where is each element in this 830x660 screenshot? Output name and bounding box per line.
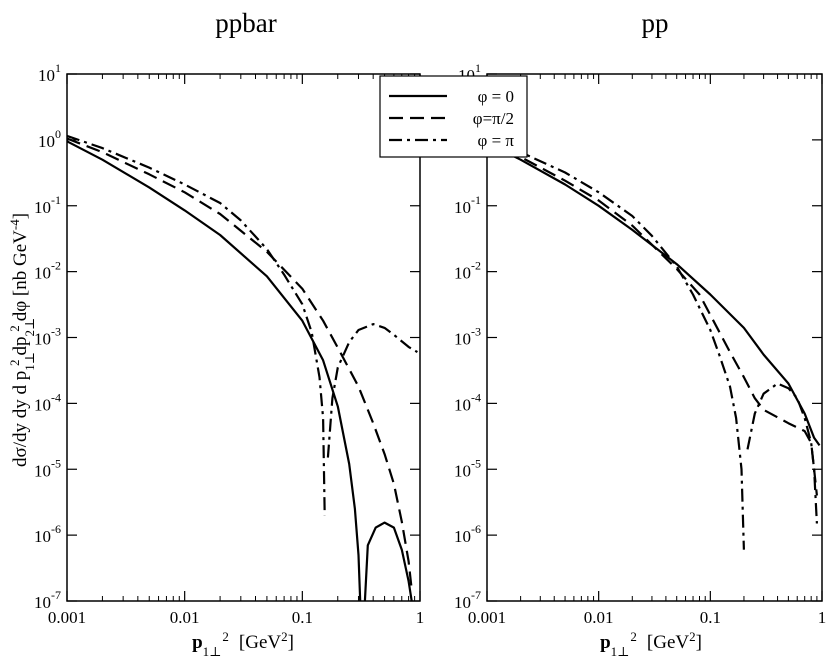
panel-title: ppbar (215, 8, 276, 38)
tick-layer: 0.001 0.01 0.1 1 101 100 10-1 10-2 10-3 10-4 10-5 1… (34, 61, 424, 627)
panel-ppbar: ppbar 0.001 0.01 0.1 1 101 100 10-1 10-2 10-3 10-… (34, 8, 424, 659)
plot-frame (66, 73, 421, 602)
y-tick-label: 10-2 (454, 259, 481, 283)
series-line-dashed (67, 137, 413, 590)
series-line-dashdot (487, 136, 745, 550)
y-tick-label: 10-4 (34, 390, 61, 414)
y-tick-label: 10-6 (454, 522, 481, 546)
legend-label: φ = π (478, 131, 515, 150)
y-tick-label: 10-1 (34, 193, 61, 217)
y-axis-label: dσ/dy dy d p1⊥2dp2⊥2dφ [nb GeV-4] (7, 213, 37, 467)
y-tick-label: 10-7 (34, 588, 61, 612)
series-line-solid (363, 521, 413, 601)
x-tick-label: 0.1 (292, 608, 313, 627)
x-tick-label: 0.001 (468, 608, 506, 627)
curve-layer (67, 134, 418, 601)
x-tick-label: 0.1 (700, 608, 721, 627)
panel-pp: pp 0.0010.010.1110110010-110-210-310-410… (454, 8, 826, 659)
curve-layer (487, 136, 821, 550)
y-tick-label: 10-3 (34, 325, 61, 349)
y-tick-label: 10-2 (34, 259, 61, 283)
series-line-dashdot (746, 382, 818, 524)
legend: φ = 0 φ=π/2 φ = π (379, 75, 528, 158)
plot-frame (486, 73, 823, 602)
panel-title: pp (642, 8, 669, 38)
y-tick-label: 10-7 (454, 588, 481, 612)
y-tick-label: 101 (38, 61, 61, 85)
legend-box (379, 75, 528, 158)
x-axis-label: p1⊥2 [GeV2] (600, 629, 702, 659)
x-tick-label: 0.001 (48, 608, 86, 627)
series-line-solid (67, 140, 362, 601)
tick-layer: 0.0010.010.1110110010-110-210-310-410-51… (454, 61, 826, 627)
y-tick-label: 10-4 (454, 390, 481, 414)
x-tick-label: 0.01 (170, 608, 200, 627)
x-tick-label: 1 (416, 608, 425, 627)
series-line-dashed (487, 138, 818, 496)
y-tick-label: 10-5 (34, 456, 61, 480)
y-tick-label: 10-6 (34, 522, 61, 546)
legend-label: φ = 0 (478, 87, 514, 106)
x-axis-label: p1⊥2 [GeV2] (192, 629, 294, 659)
y-tick-label: 10-3 (454, 325, 481, 349)
series-line-dashdot (326, 323, 418, 458)
series-line-dashdot (67, 134, 326, 516)
legend-label: φ=π/2 (473, 109, 514, 128)
y-tick-label: 100 (38, 127, 61, 151)
y-tick-label: 10-5 (454, 456, 481, 480)
y-tick-label: 10-1 (454, 193, 481, 217)
x-tick-label: 0.01 (584, 608, 614, 627)
series-line-solid (487, 141, 821, 447)
x-tick-label: 1 (818, 608, 827, 627)
